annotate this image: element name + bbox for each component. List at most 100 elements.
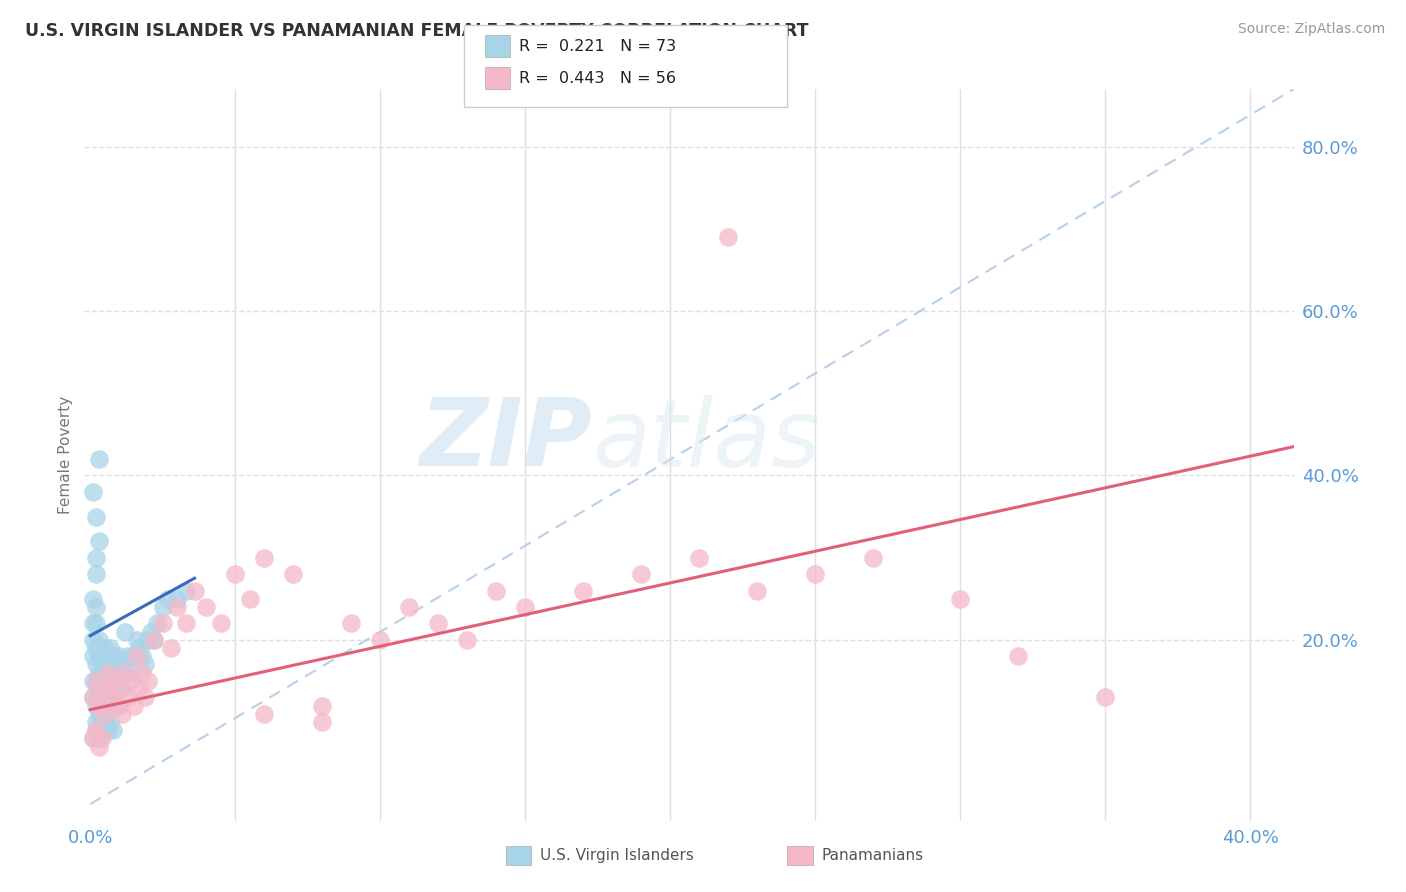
Point — [100, 714, 122, 729]
Point — [87, 698, 110, 713]
Point — [84, 599, 107, 614]
Point — [90, 673, 112, 688]
Point — [311, 714, 333, 729]
Point — [281, 567, 304, 582]
Point — [114, 624, 136, 639]
Point — [111, 657, 134, 672]
Point — [108, 673, 131, 688]
Point — [100, 641, 122, 656]
Point — [125, 632, 148, 647]
Point — [87, 690, 110, 705]
Point — [108, 698, 131, 713]
Point — [93, 641, 115, 656]
Point — [128, 682, 150, 697]
Point — [82, 731, 104, 746]
Point — [84, 673, 107, 688]
Point — [87, 739, 110, 754]
Point — [183, 583, 205, 598]
Point — [125, 649, 148, 664]
Point — [120, 665, 142, 680]
Text: R =  0.221   N = 73: R = 0.221 N = 73 — [519, 38, 676, 54]
Point — [146, 616, 169, 631]
Point — [96, 723, 118, 738]
Point — [122, 698, 145, 713]
Point — [139, 624, 162, 639]
Point — [136, 673, 159, 688]
Point — [96, 673, 118, 688]
Point — [82, 484, 104, 499]
Point — [87, 706, 110, 721]
Point — [209, 616, 232, 631]
Point — [174, 583, 197, 598]
Point — [84, 550, 107, 565]
Point — [84, 567, 107, 582]
Point — [90, 698, 112, 713]
Point — [93, 714, 115, 729]
Point — [160, 641, 183, 656]
Text: ZIP: ZIP — [419, 394, 592, 486]
Point — [166, 591, 188, 606]
Point — [87, 452, 110, 467]
Point — [82, 649, 104, 664]
Point — [93, 682, 115, 697]
Point — [368, 632, 391, 647]
Point — [84, 616, 107, 631]
Point — [157, 591, 180, 606]
Point — [84, 509, 107, 524]
Point — [745, 583, 768, 598]
Point — [1094, 690, 1116, 705]
Point — [122, 649, 145, 664]
Point — [224, 567, 246, 582]
Point — [253, 550, 276, 565]
Point — [111, 682, 134, 697]
Text: R =  0.443   N = 56: R = 0.443 N = 56 — [519, 70, 676, 86]
Point — [1007, 649, 1029, 664]
Point — [84, 714, 107, 729]
Point — [90, 731, 112, 746]
Point — [90, 682, 112, 697]
Text: U.S. Virgin Islanders: U.S. Virgin Islanders — [540, 848, 693, 863]
Text: Source: ZipAtlas.com: Source: ZipAtlas.com — [1237, 22, 1385, 37]
Point — [134, 690, 156, 705]
Point — [949, 591, 972, 606]
Point — [84, 673, 107, 688]
Point — [111, 706, 134, 721]
Point — [134, 657, 156, 672]
Point — [105, 698, 128, 713]
Point — [117, 649, 139, 664]
Point — [572, 583, 595, 598]
Point — [82, 616, 104, 631]
Point — [87, 649, 110, 664]
Point — [90, 649, 112, 664]
Point — [398, 599, 420, 614]
Point — [136, 632, 159, 647]
Point — [142, 632, 165, 647]
Point — [103, 723, 125, 738]
Point — [253, 706, 276, 721]
Point — [166, 599, 188, 614]
Point — [128, 641, 150, 656]
Point — [485, 583, 508, 598]
Point — [114, 665, 136, 680]
Point — [103, 673, 125, 688]
Point — [87, 632, 110, 647]
Point — [105, 682, 128, 697]
Point — [152, 616, 174, 631]
Point — [84, 723, 107, 738]
Y-axis label: Female Poverty: Female Poverty — [58, 396, 73, 514]
Point — [103, 649, 125, 664]
Point — [100, 690, 122, 705]
Point — [630, 567, 652, 582]
Point — [131, 649, 153, 664]
Point — [84, 698, 107, 713]
Point — [82, 632, 104, 647]
Point — [82, 690, 104, 705]
Point — [513, 599, 536, 614]
Point — [120, 673, 142, 688]
Point — [239, 591, 262, 606]
Text: U.S. VIRGIN ISLANDER VS PANAMANIAN FEMALE POVERTY CORRELATION CHART: U.S. VIRGIN ISLANDER VS PANAMANIAN FEMAL… — [25, 22, 808, 40]
Point — [87, 665, 110, 680]
Point — [804, 567, 827, 582]
Point — [311, 698, 333, 713]
Point — [82, 690, 104, 705]
